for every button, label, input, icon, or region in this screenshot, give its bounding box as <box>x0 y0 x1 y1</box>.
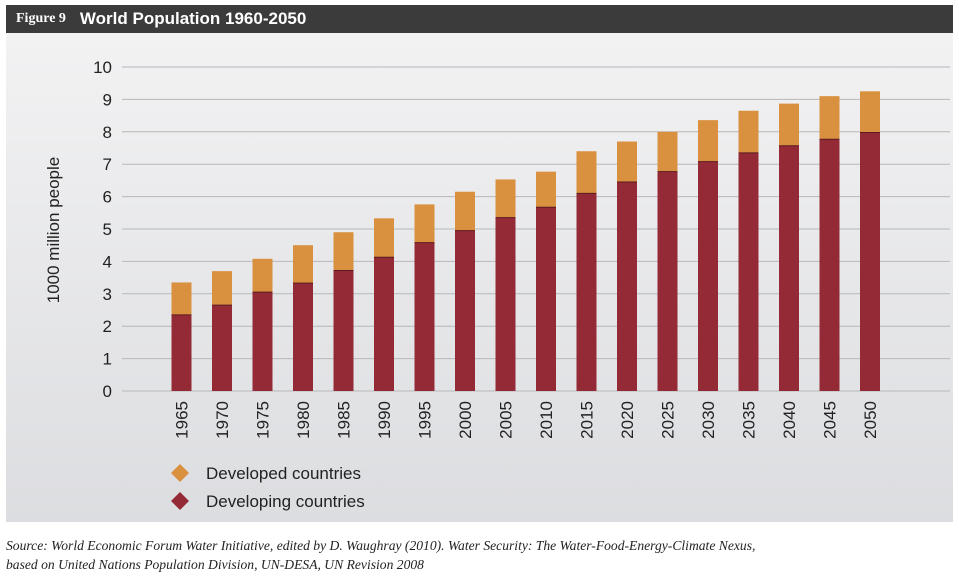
bar-developed-2030 <box>698 120 718 162</box>
bar-developing-2045 <box>819 139 840 391</box>
bar-developing-1985 <box>333 270 354 391</box>
bar-developed-2035 <box>738 110 759 153</box>
bar-developing-1990 <box>374 257 394 391</box>
source-note: Source: World Economic Forum Water Initi… <box>6 536 956 574</box>
figure-label: Figure 9 <box>16 11 66 26</box>
x-tick-label: 1970 <box>213 401 232 439</box>
x-tick-label: 2040 <box>780 401 799 439</box>
bar-developing-2030 <box>698 161 718 391</box>
bar-developing-1970 <box>212 305 232 391</box>
y-tick-label: 5 <box>103 220 112 239</box>
x-tick-label: 2045 <box>821 401 840 439</box>
source-line-1: Source: World Economic Forum Water Initi… <box>6 538 756 553</box>
legend: Developed countries Developing countries <box>171 464 365 511</box>
bar-developing-1980 <box>293 283 313 391</box>
bar-developed-1990 <box>374 218 394 258</box>
bar-developed-2020 <box>617 141 637 183</box>
x-tick-label: 2030 <box>699 401 718 439</box>
bar-developed-2025 <box>657 131 678 172</box>
bar-developing-2040 <box>779 145 799 391</box>
bar-developed-2010 <box>536 171 556 208</box>
x-tick-label: 2025 <box>659 401 678 439</box>
x-tick-label: 1985 <box>335 401 354 439</box>
bar-developed-2005 <box>495 179 516 218</box>
y-tick-label: 9 <box>103 90 112 109</box>
x-tick-label: 2005 <box>497 401 516 439</box>
bar-developed-1995 <box>414 204 435 243</box>
x-tick-label: 2010 <box>537 401 556 439</box>
bar-developing-2035 <box>738 152 759 391</box>
bar-developing-2015 <box>576 193 597 391</box>
bar-developed-2045 <box>819 96 840 140</box>
y-axis-ticks: 0 1 2 3 4 5 6 7 8 9 10 <box>93 58 112 401</box>
bar-developing-2020 <box>617 182 637 391</box>
bar-developing-1975 <box>252 292 273 391</box>
y-tick-label: 2 <box>103 317 112 336</box>
bar-developing-1995 <box>414 242 435 391</box>
y-tick-label: 1 <box>103 350 112 369</box>
bar-developing-2025 <box>657 171 678 391</box>
x-tick-label: 2035 <box>740 401 759 439</box>
bar-developed-1975 <box>252 258 273 293</box>
x-tick-label: 2015 <box>578 401 597 439</box>
x-tick-label: 1990 <box>375 401 394 439</box>
bar-developed-2050 <box>860 91 880 133</box>
bar-developing-2005 <box>495 217 516 391</box>
bar-developed-1985 <box>333 232 354 271</box>
y-axis-label: 1000 million people <box>44 157 63 304</box>
y-tick-label: 0 <box>103 382 112 401</box>
bar-developing-2000 <box>455 230 475 391</box>
bar-developed-1970 <box>212 271 232 306</box>
source-line-2: based on United Nations Population Divis… <box>6 557 424 572</box>
bar-developing-1965 <box>171 314 192 391</box>
bars <box>171 91 880 391</box>
bar-developed-1980 <box>293 245 313 284</box>
stacked-bar-chart: 0 1 2 3 4 5 6 7 8 9 10 1965 1970 1975 1980 1985 1990 199… <box>44 58 950 511</box>
y-tick-label: 7 <box>103 155 112 174</box>
bar-developed-2015 <box>576 151 597 194</box>
y-tick-label: 3 <box>103 285 112 304</box>
x-tick-label: 2000 <box>456 401 475 439</box>
x-tick-label: 1965 <box>173 401 192 439</box>
legend-marker <box>171 464 189 482</box>
y-tick-label: 10 <box>93 58 112 77</box>
x-tick-label: 2020 <box>618 401 637 439</box>
x-axis-ticks: 1965 1970 1975 1980 1985 1990 1995 2000 2005 2010… <box>173 401 881 439</box>
legend-marker <box>171 492 189 510</box>
bar-developing-2010 <box>536 207 556 391</box>
x-tick-label: 1975 <box>254 401 273 439</box>
legend-label: Developed countries <box>206 464 361 483</box>
chart-panel: 0 1 2 3 4 5 6 7 8 9 10 1965 1970 1975 1980 1985 1990 199… <box>6 33 953 522</box>
y-tick-label: 4 <box>103 252 112 271</box>
bar-developed-2040 <box>779 103 799 146</box>
x-tick-label: 2050 <box>861 401 880 439</box>
bar-developing-2050 <box>860 132 880 391</box>
x-tick-label: 1980 <box>294 401 313 439</box>
bar-developed-1965 <box>171 282 192 315</box>
bar-developed-2000 <box>455 191 475 231</box>
x-tick-label: 1995 <box>416 401 435 439</box>
y-tick-label: 8 <box>103 123 112 142</box>
legend-label: Developing countries <box>206 492 365 511</box>
figure-header: Figure 9 World Population 1960-2050 <box>6 5 953 33</box>
y-tick-label: 6 <box>103 188 112 207</box>
chart-title: World Population 1960-2050 <box>79 9 307 28</box>
